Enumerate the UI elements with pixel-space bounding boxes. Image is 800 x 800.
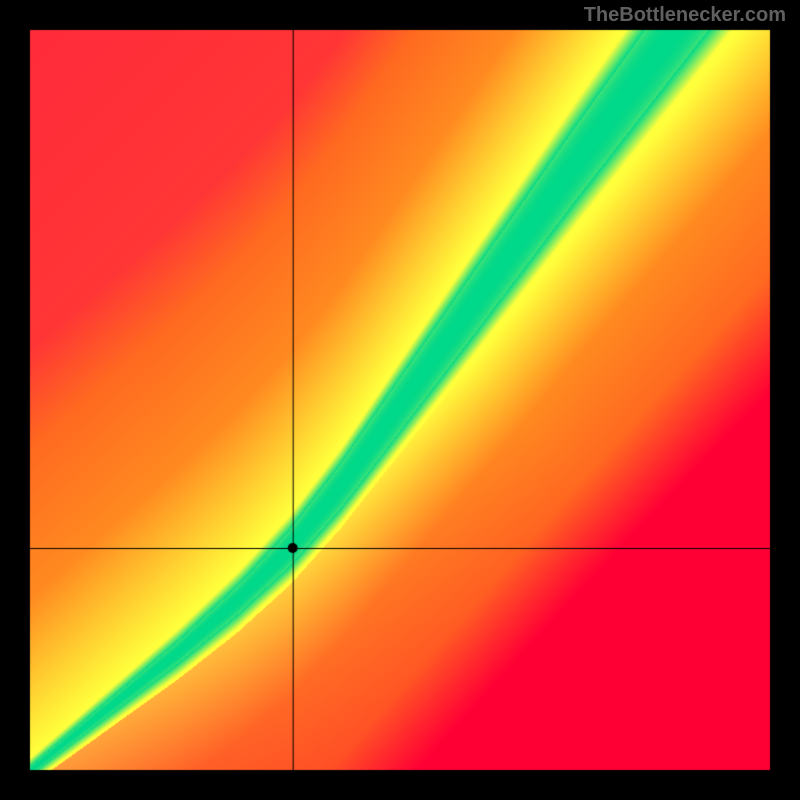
chart-container: TheBottlenecker.com: [0, 0, 800, 800]
bottleneck-heatmap: [0, 0, 800, 800]
